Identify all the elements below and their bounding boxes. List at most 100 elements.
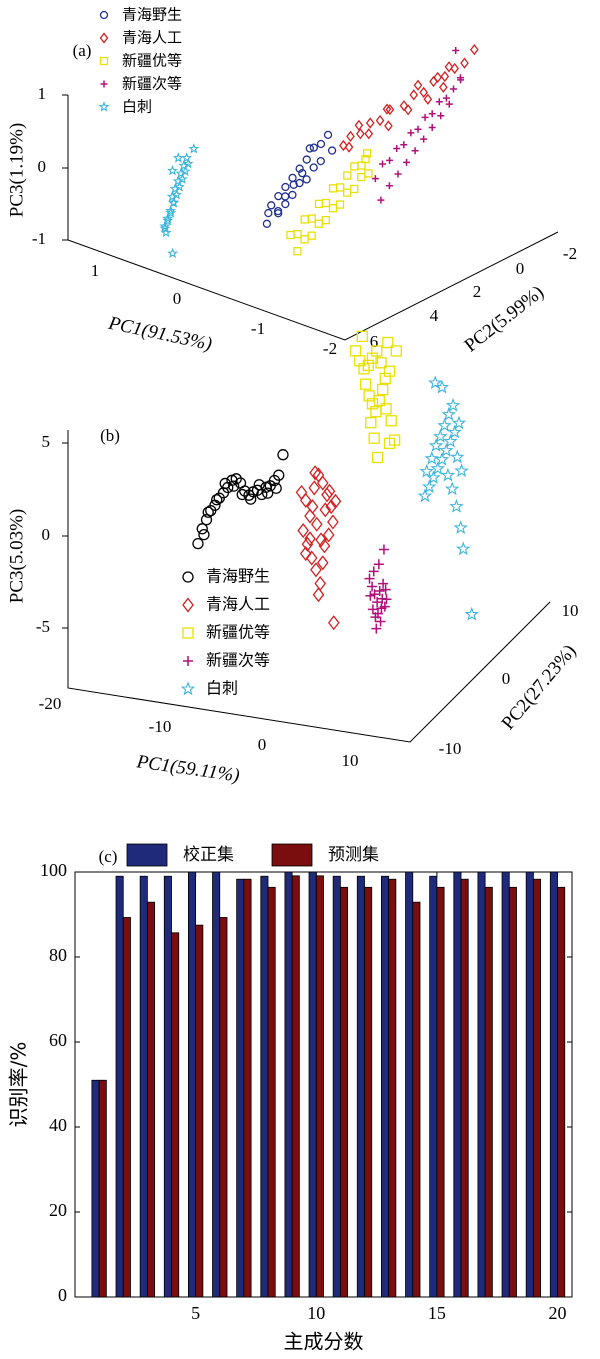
data-point-diamond xyxy=(309,465,321,481)
data-point-plus xyxy=(420,135,428,143)
data-point-diamond xyxy=(382,103,392,115)
data-point-diamond xyxy=(310,562,322,578)
data-point-diamond xyxy=(327,615,340,631)
data-point-diamond xyxy=(325,499,338,515)
data-point-diamond xyxy=(403,104,413,116)
y-tick-label: 20 xyxy=(49,1200,67,1220)
data-point-circle xyxy=(277,449,289,461)
data-point-plus xyxy=(375,616,386,627)
data-point-diamond xyxy=(470,43,479,56)
bar-prediction xyxy=(267,886,276,1298)
data-point-square xyxy=(368,432,380,444)
data-point-plus xyxy=(450,85,457,93)
data-point-star xyxy=(434,452,450,466)
data-point-square xyxy=(343,171,352,180)
data-point-star xyxy=(445,397,461,412)
data-point-plus xyxy=(367,604,378,615)
data-point-circle xyxy=(202,506,214,518)
data-point-diamond xyxy=(440,70,450,83)
data-point-diamond xyxy=(323,483,336,499)
data-point-square xyxy=(307,214,316,223)
axes-frame xyxy=(67,430,551,743)
panel-label: (c) xyxy=(99,847,118,866)
data-point-plus xyxy=(373,608,383,619)
data-point-square xyxy=(293,247,302,256)
data-point-star xyxy=(440,467,456,482)
data-point-star xyxy=(437,417,452,432)
data-point-diamond xyxy=(319,502,332,518)
data-point-square xyxy=(375,357,387,369)
data-point-plus xyxy=(373,559,384,570)
x-tick-label: 0 xyxy=(173,289,182,308)
bar-calibration xyxy=(477,871,486,1298)
data-point-diamond xyxy=(297,522,310,539)
data-point-square xyxy=(286,230,295,240)
y-tick-label: -10 xyxy=(439,739,462,758)
data-point-diamond xyxy=(429,75,438,88)
data-point-square xyxy=(336,183,345,192)
legend-label: 新疆次等 xyxy=(122,75,182,93)
y-tick-label: 0 xyxy=(502,669,511,688)
legend-marker xyxy=(182,627,194,639)
data-point-star xyxy=(172,152,184,163)
data-point-star xyxy=(447,424,463,439)
data-point-circle xyxy=(316,156,325,166)
data-point-square xyxy=(321,198,331,208)
data-point-plus xyxy=(435,98,443,106)
bar-calibration xyxy=(115,875,124,1298)
data-point-diamond xyxy=(423,93,433,105)
data-point-star xyxy=(182,157,194,169)
x-tick-label: -10 xyxy=(149,717,172,736)
legend-label: 白刺 xyxy=(206,679,238,698)
panel-b-3d-scatter: (b)50-5PC3(5.03%)-20-10010PC1(59.11%)-10… xyxy=(6,330,581,786)
data-point-square xyxy=(349,345,362,357)
data-point-circle xyxy=(200,514,213,526)
bar-prediction xyxy=(291,875,300,1298)
data-point-star xyxy=(421,479,437,494)
data-point-circle xyxy=(253,479,265,491)
data-point-plus xyxy=(456,74,464,82)
data-point-diamond xyxy=(344,141,354,153)
legend-label: 青海人工 xyxy=(206,595,270,614)
data-point-circle xyxy=(273,469,285,481)
axes-frame xyxy=(67,95,559,341)
data-point-star xyxy=(450,449,465,464)
data-point-circle xyxy=(198,529,210,541)
bar-calibration xyxy=(525,871,534,1298)
data-point-circle xyxy=(288,190,297,200)
data-point-square xyxy=(383,365,396,377)
legend-swatch xyxy=(271,843,313,867)
bar-calibration xyxy=(332,875,341,1298)
data-point-plus xyxy=(376,603,387,614)
data-point-diamond xyxy=(409,89,419,101)
data-point-square xyxy=(314,199,324,209)
data-point-diamond xyxy=(322,527,335,543)
data-point-circle xyxy=(302,175,311,184)
data-point-diamond xyxy=(460,57,469,69)
data-point-plus xyxy=(394,170,402,178)
data-point-circle xyxy=(309,143,319,152)
data-point-star xyxy=(454,463,469,478)
data-point-plus xyxy=(437,112,445,120)
legend-label: 白刺 xyxy=(122,98,152,116)
data-point-diamond xyxy=(375,114,385,127)
data-point-diamond xyxy=(327,514,339,530)
data-point-square xyxy=(379,372,391,385)
panel-label: (b) xyxy=(100,426,120,445)
data-point-star xyxy=(455,541,471,556)
bar-prediction xyxy=(532,878,542,1298)
data-point-square xyxy=(360,378,372,390)
z-tick-label: 1 xyxy=(38,84,47,103)
data-point-star xyxy=(162,214,174,226)
y-tick-label: 4 xyxy=(430,306,439,325)
x-tick-label: 15 xyxy=(428,1303,446,1323)
bar-calibration xyxy=(405,871,414,1298)
z-tick-label: 0 xyxy=(42,525,51,544)
data-point-diamond xyxy=(306,499,319,515)
data-point-square xyxy=(365,416,377,429)
data-point-star xyxy=(179,165,191,177)
data-point-star xyxy=(453,520,468,534)
legend-label: 新疆优等 xyxy=(122,52,182,70)
data-point-square xyxy=(357,172,366,182)
